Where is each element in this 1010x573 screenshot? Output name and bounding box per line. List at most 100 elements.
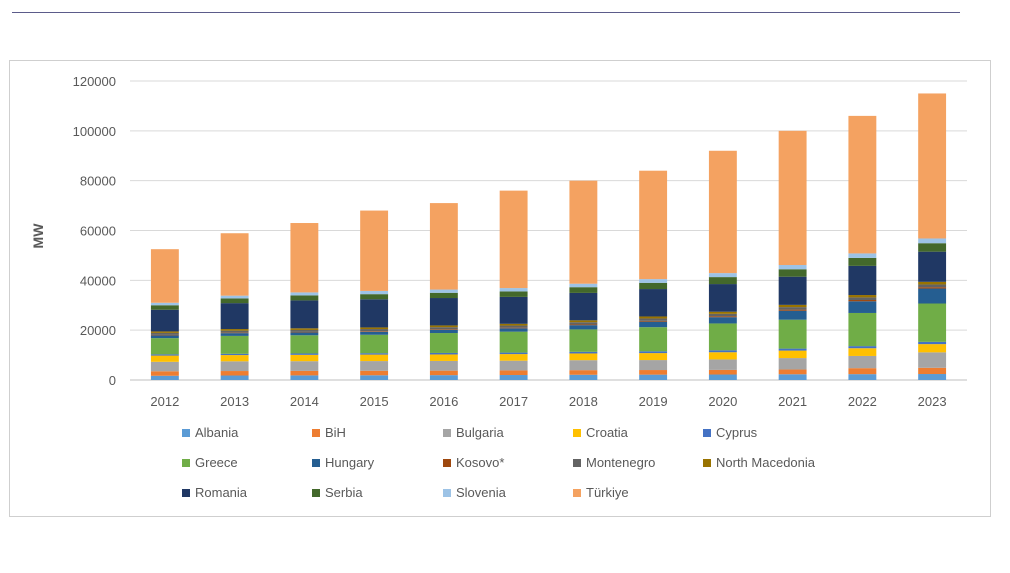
legend-item: Greece: [182, 455, 238, 470]
bar-segment: [778, 307, 807, 310]
bar-segment: [360, 327, 389, 330]
bar-segment: [569, 320, 598, 323]
bar-segment: [220, 371, 249, 376]
bar-segment: [220, 295, 249, 299]
y-tick-label: 0: [109, 373, 116, 388]
legend-swatch: [443, 489, 451, 497]
x-tick-label: 2013: [220, 394, 249, 409]
bar-segment: [848, 355, 877, 369]
bar-segment: [918, 243, 947, 252]
bar-segment: [360, 210, 389, 291]
bar-segment: [360, 290, 389, 295]
bar-stack-2014: [290, 223, 319, 380]
y-tick-label: 60000: [80, 224, 116, 239]
bar-segment: [220, 361, 249, 372]
bar-segment: [569, 370, 598, 375]
bar-segment: [290, 335, 319, 354]
x-tick-label: 2014: [290, 394, 319, 409]
bar-segment: [848, 297, 877, 301]
bar-segment: [499, 327, 528, 329]
bar-segment: [778, 269, 807, 277]
bar-segment: [290, 375, 319, 380]
bar-segment: [429, 329, 458, 334]
bar-segment: [150, 335, 179, 339]
bar-segment: [918, 287, 947, 289]
bar-segment: [848, 301, 877, 313]
bar-segment: [290, 329, 319, 332]
bar-segment: [569, 351, 598, 354]
legend: Albania BiH Bulgaria Croatia Cyprus Greece Hun…: [182, 425, 816, 500]
x-tick-label: 2019: [639, 394, 668, 409]
bar-segment: [360, 329, 389, 332]
bar-segment: [918, 303, 947, 342]
gridlines: [130, 80, 967, 381]
bar-segment: [848, 295, 877, 298]
bar-segment: [360, 375, 389, 380]
bar-segment: [429, 333, 458, 353]
x-tick-label: 2023: [918, 394, 947, 409]
bar-segment: [499, 323, 528, 326]
bar-segment: [778, 374, 807, 380]
legend-swatch: [573, 459, 581, 467]
bar-segment: [150, 361, 179, 372]
legend-swatch: [312, 459, 320, 467]
bar-segment: [708, 374, 737, 380]
header-rule: [12, 12, 960, 13]
bar-segment: [360, 354, 389, 362]
legend-item: Montenegro: [573, 455, 655, 470]
bar-segment: [918, 344, 947, 353]
bar-segment: [569, 180, 598, 284]
bar-segment: [429, 327, 458, 330]
bar-segment: [360, 361, 389, 371]
bar-segment: [708, 277, 737, 285]
bar-segment: [220, 353, 249, 356]
bar-segment: [429, 370, 458, 376]
legend-swatch: [573, 429, 581, 437]
legend-label: Romania: [195, 485, 248, 500]
bar-segment: [360, 370, 389, 376]
bar-segment: [569, 283, 598, 288]
bar-segment: [708, 352, 737, 360]
bar-stack-2020: [708, 150, 737, 380]
bar-segment: [220, 333, 249, 336]
bar-stack-2018: [569, 180, 598, 380]
bar-segment: [569, 325, 598, 330]
legend-item: Kosovo*: [443, 455, 504, 470]
bar-segment: [429, 325, 458, 328]
bar-segment: [708, 311, 737, 314]
bar-segment: [499, 328, 528, 332]
bar-segment: [778, 130, 807, 266]
x-tick-label: 2017: [499, 394, 528, 409]
bar-segment: [639, 360, 668, 371]
legend-swatch: [703, 429, 711, 437]
bar-segment: [569, 292, 598, 321]
legend-swatch: [703, 459, 711, 467]
bar-segment: [499, 325, 528, 328]
legend-item: Cyprus: [703, 425, 758, 440]
bar-segment: [778, 369, 807, 375]
bar-segment: [360, 294, 389, 300]
bar-segment: [639, 370, 668, 375]
bar-segment: [778, 319, 807, 349]
bar-segment: [220, 233, 249, 296]
bar-segment: [778, 310, 807, 320]
bar-segment: [639, 279, 668, 283]
bar-segment: [220, 375, 249, 380]
legend-label: North Macedonia: [716, 455, 816, 470]
bar-segment: [499, 190, 528, 289]
bar-segment: [360, 331, 389, 332]
bar-segment: [848, 253, 877, 258]
legend-swatch: [443, 429, 451, 437]
bar-stack-2015: [360, 210, 389, 380]
bar-segment: [150, 249, 179, 303]
bar-segment: [848, 374, 877, 380]
bar-segment: [708, 323, 737, 351]
bar-segment: [848, 257, 877, 266]
bar-segment: [499, 354, 528, 361]
bar-segment: [499, 370, 528, 376]
bar-segment: [360, 299, 389, 328]
bar-segment: [918, 251, 947, 282]
legend-item: Albania: [182, 425, 239, 440]
x-tick-label: 2012: [150, 394, 179, 409]
